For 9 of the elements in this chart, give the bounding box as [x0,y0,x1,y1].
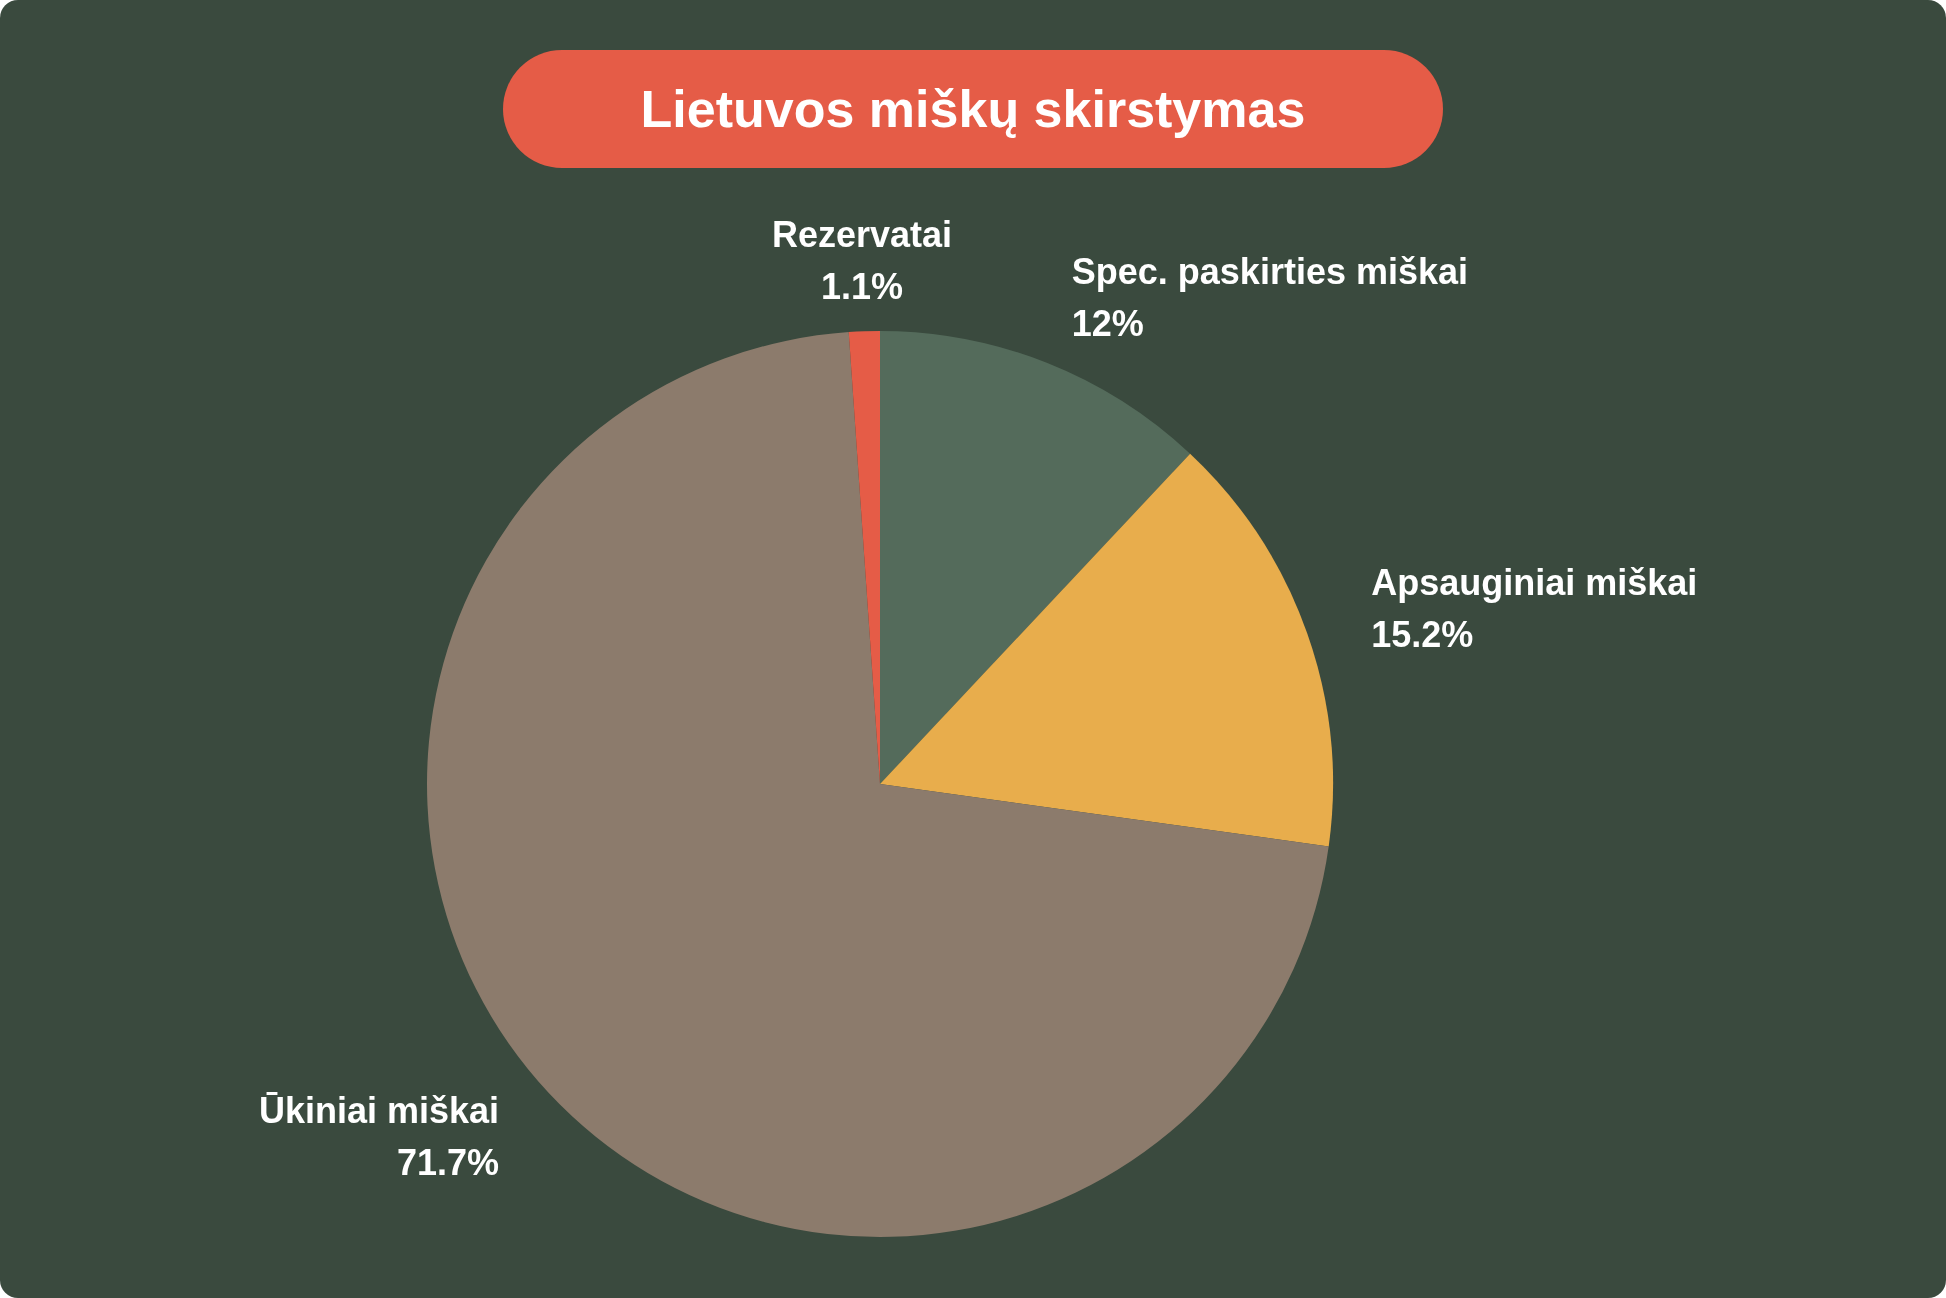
slice-label: Ūkiniai miškai [259,1090,500,1132]
chart-title: Lietuvos miškų skirstymas [503,50,1443,168]
data-label: 1.1% [820,266,904,308]
slice-label: Spec. paskirties miškai [1071,250,1469,292]
data-label: 15.2% [1371,613,1474,655]
slice-label: Rezervatai [771,214,953,256]
data-label: 12% [1071,302,1144,344]
data-label: 71.7% [397,1142,500,1184]
slice-label: Apsauginiai miškai [1371,561,1698,603]
